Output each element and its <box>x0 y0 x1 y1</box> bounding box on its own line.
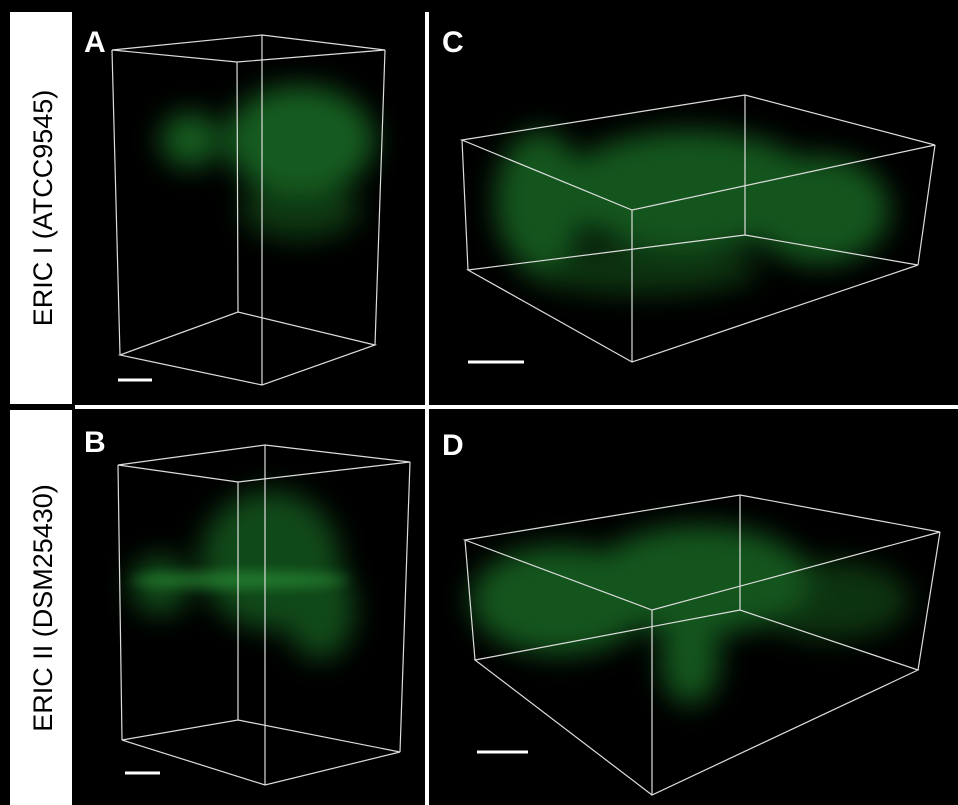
row-label: ERIC II (DSM25430) <box>28 484 58 732</box>
background <box>0 0 958 805</box>
panel-letter: A <box>84 26 106 59</box>
figure: ERIC I (ATCC9545) ERIC II (DSM25430) A C <box>0 0 958 805</box>
row-label: ERIC I (ATCC9545) <box>28 90 58 327</box>
panel-letter: D <box>442 429 464 462</box>
panel-letter: B <box>84 426 106 459</box>
panel-letter: C <box>442 26 464 59</box>
